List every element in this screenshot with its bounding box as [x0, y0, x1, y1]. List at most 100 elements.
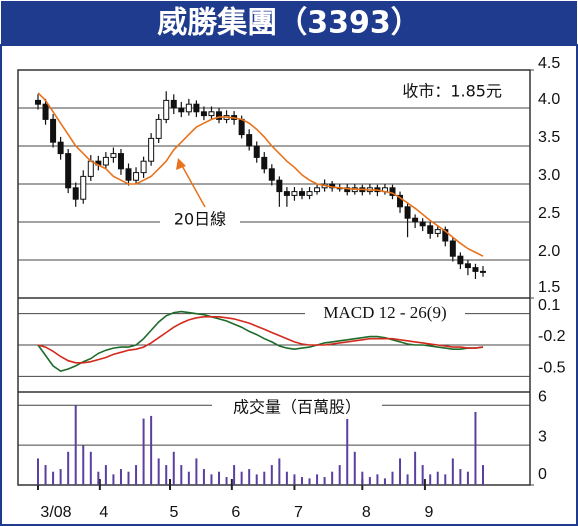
- x-tick-label: 3/08: [40, 504, 71, 521]
- candle-body: [65, 153, 72, 189]
- volume-bar: [157, 458, 160, 485]
- volume-bar: [52, 471, 55, 485]
- volume-bar: [361, 471, 364, 485]
- volume-bar: [67, 451, 70, 485]
- candle-body: [457, 255, 464, 265]
- volume-bar: [135, 465, 138, 485]
- volume-bar: [82, 445, 85, 485]
- volume-bar: [165, 465, 168, 485]
- line: [37, 92, 484, 257]
- volume-bar: [383, 478, 386, 485]
- volume-bar: [210, 474, 213, 485]
- x-tick-label: 8: [362, 504, 371, 521]
- volume-bar: [127, 471, 130, 485]
- volume-bar: [97, 471, 100, 485]
- candle-body: [50, 118, 57, 143]
- page-frame: [0, 44, 578, 526]
- volume-bar: [240, 471, 243, 485]
- volume-bar: [391, 471, 394, 485]
- candle-body: [133, 172, 140, 181]
- volume-bar: [316, 474, 319, 485]
- volume-bar: [119, 469, 122, 485]
- y-tick-label: 3: [538, 428, 547, 445]
- candle-body: [246, 134, 253, 147]
- y-tick-label: 6: [538, 389, 547, 406]
- candle-body: [268, 168, 275, 181]
- line: [37, 316, 484, 364]
- candle-body: [193, 103, 200, 113]
- candle-body: [72, 187, 79, 200]
- x-tick-label: 5: [170, 504, 179, 521]
- volume-bar: [308, 478, 311, 485]
- candle-body: [238, 118, 245, 136]
- volume-bar: [285, 471, 288, 485]
- y-tick-label: 3.0: [538, 167, 560, 184]
- line: [37, 310, 484, 372]
- volume-bar: [255, 474, 258, 485]
- volume-bar: [263, 471, 266, 485]
- volume-bar: [459, 469, 462, 485]
- volume-bar: [436, 471, 439, 485]
- candle-body: [306, 191, 313, 196]
- annotation-bg: [385, 80, 505, 104]
- candle-body: [125, 168, 132, 181]
- plot-frame: [17, 69, 531, 486]
- candle-body: [57, 141, 64, 155]
- y-tick-label: 4.0: [538, 91, 560, 108]
- volume-bar: [89, 451, 92, 485]
- volume-bar: [270, 465, 273, 485]
- candle-body: [442, 229, 449, 242]
- candle-body: [298, 191, 305, 196]
- y-tick-label: -0.5: [538, 360, 566, 377]
- y-tick-label: 2.0: [538, 243, 560, 260]
- volume-bar: [429, 474, 432, 485]
- volume-bar: [293, 474, 296, 485]
- ma-arrow: [179, 161, 206, 208]
- volume-bar: [406, 474, 409, 485]
- candle-body: [404, 206, 411, 219]
- y-tick-label: 3.5: [538, 129, 560, 146]
- x-tick-label: 9: [424, 504, 433, 521]
- plot-layer: 4.5 4.0 3.5 3.0 2.5 2.0 1.50.1 -0.2 -0.5 6 3 0 3/08 4…: [18, 55, 566, 521]
- y-tick-label: 4.5: [538, 55, 560, 72]
- volume-label-bg: [212, 397, 382, 419]
- volume-bar: [399, 458, 402, 485]
- candle-body: [140, 160, 147, 174]
- volume-bar: [150, 415, 153, 485]
- volume-bar: [451, 458, 454, 485]
- y-tick-label: 0.1: [538, 297, 560, 314]
- volume-bar: [104, 465, 107, 485]
- volume-bar: [202, 469, 205, 485]
- macd-label: MACD 12 - 26(9): [323, 303, 446, 322]
- volume-bar: [346, 415, 349, 485]
- volume-bar: [172, 451, 175, 485]
- volume-bar: [376, 474, 379, 485]
- volume-bar: [225, 477, 228, 485]
- candle-body: [276, 179, 283, 193]
- candle-body: [434, 229, 441, 234]
- volume-bar: [444, 474, 447, 485]
- volume-bar: [180, 465, 183, 485]
- candle-body: [178, 107, 185, 113]
- candle-body: [480, 270, 486, 273]
- volume-bar: [331, 471, 334, 485]
- volume-bar: [300, 477, 303, 485]
- close-annotation: 收市：1.85元: [402, 82, 502, 101]
- volume-bar: [218, 471, 221, 485]
- candle-body: [163, 99, 170, 120]
- ma-label: 20日線: [174, 210, 226, 229]
- y-tick-label: 2.5: [538, 205, 560, 222]
- volume-bar: [368, 477, 371, 485]
- candle-body: [419, 221, 426, 227]
- candle-body: [314, 187, 321, 193]
- candle-body: [155, 118, 162, 139]
- ma-label-bg: [160, 208, 240, 232]
- volume-bar: [195, 458, 198, 485]
- candle-body: [412, 217, 419, 223]
- candle-body: [427, 225, 434, 234]
- y-tick-label: 1.5: [538, 279, 560, 296]
- y-tick-label: -0.2: [538, 328, 566, 345]
- candle-body: [102, 156, 109, 166]
